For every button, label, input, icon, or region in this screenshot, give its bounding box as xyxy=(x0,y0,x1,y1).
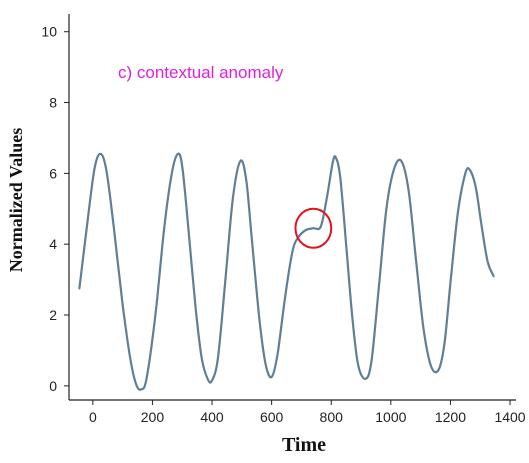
y-tick-label: 4 xyxy=(49,236,57,252)
y-tick-label: 10 xyxy=(41,24,57,40)
x-axis-title: Time xyxy=(282,434,326,456)
x-tick-label: 1000 xyxy=(375,409,406,425)
x-tick-label: 1200 xyxy=(435,409,466,425)
y-tick-label: 8 xyxy=(49,95,57,111)
anomaly-marker xyxy=(294,207,333,249)
ticks: 0 200 400 600 800 1000 1200 1400 0 2 4 6 8 10 xyxy=(41,24,525,425)
x-tick-label: 400 xyxy=(200,409,224,425)
annotation-label: c) contextual anomaly xyxy=(118,63,284,82)
y-tick-label: 2 xyxy=(49,307,57,323)
axes xyxy=(68,14,516,401)
x-tick-label: 200 xyxy=(141,409,165,425)
x-tick-label: 0 xyxy=(89,409,97,425)
y-tick-label: 6 xyxy=(49,165,57,181)
series-line xyxy=(78,152,495,391)
x-tick-label: 1400 xyxy=(494,409,525,425)
y-axis-title: Normalized Values xyxy=(6,128,26,273)
x-tick-label: 600 xyxy=(260,409,284,425)
y-tick-label: 0 xyxy=(49,378,57,394)
x-tick-label: 800 xyxy=(320,409,344,425)
